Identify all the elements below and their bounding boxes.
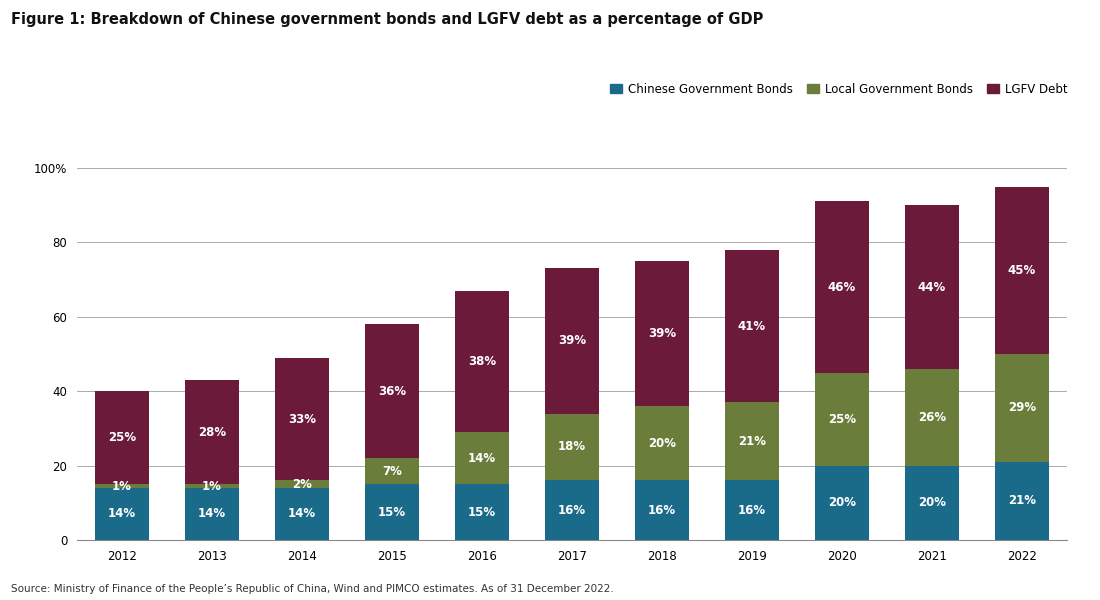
Text: 44%: 44% bbox=[917, 281, 946, 293]
Bar bbox=[815, 466, 869, 540]
Text: 20%: 20% bbox=[918, 496, 946, 509]
Text: 14%: 14% bbox=[198, 508, 227, 520]
Text: 20%: 20% bbox=[828, 496, 856, 509]
Text: 36%: 36% bbox=[378, 385, 406, 398]
Text: 14%: 14% bbox=[288, 508, 316, 520]
Bar bbox=[905, 205, 959, 369]
Text: 46%: 46% bbox=[828, 281, 856, 293]
Bar bbox=[725, 481, 779, 540]
Bar bbox=[275, 358, 329, 481]
Legend: Chinese Government Bonds, Local Government Bonds, LGFV Debt: Chinese Government Bonds, Local Governme… bbox=[606, 78, 1072, 100]
Bar bbox=[185, 484, 239, 488]
Text: 25%: 25% bbox=[108, 431, 136, 444]
Text: 15%: 15% bbox=[378, 506, 406, 518]
Text: Source: Ministry of Finance of the People’s Republic of China, Wind and PIMCO es: Source: Ministry of Finance of the Peopl… bbox=[11, 584, 614, 594]
Text: 28%: 28% bbox=[198, 425, 227, 439]
Text: 14%: 14% bbox=[108, 508, 136, 520]
Text: 33%: 33% bbox=[288, 413, 316, 425]
Text: 41%: 41% bbox=[738, 320, 766, 332]
Bar bbox=[725, 250, 779, 403]
Text: 1%: 1% bbox=[202, 479, 222, 493]
Bar bbox=[635, 261, 689, 406]
Bar bbox=[544, 268, 600, 413]
Text: 18%: 18% bbox=[558, 440, 586, 454]
Text: 26%: 26% bbox=[917, 411, 946, 424]
Bar bbox=[455, 484, 509, 540]
Text: 39%: 39% bbox=[648, 327, 676, 340]
Bar bbox=[815, 202, 869, 373]
Bar bbox=[365, 484, 419, 540]
Bar bbox=[905, 466, 959, 540]
Bar bbox=[95, 391, 148, 484]
Text: 38%: 38% bbox=[468, 355, 496, 368]
Bar bbox=[365, 324, 419, 458]
Text: 45%: 45% bbox=[1008, 264, 1036, 277]
Bar bbox=[996, 354, 1049, 462]
Bar bbox=[365, 458, 419, 484]
Bar bbox=[725, 403, 779, 481]
Bar bbox=[815, 373, 869, 466]
Bar bbox=[185, 380, 239, 484]
Bar bbox=[455, 291, 509, 432]
Bar bbox=[95, 484, 148, 488]
Text: Figure 1: Breakdown of Chinese government bonds and LGFV debt as a percentage of: Figure 1: Breakdown of Chinese governmen… bbox=[11, 12, 763, 27]
Bar bbox=[544, 481, 600, 540]
Bar bbox=[275, 488, 329, 540]
Text: 16%: 16% bbox=[558, 504, 586, 517]
Bar bbox=[905, 369, 959, 466]
Text: 25%: 25% bbox=[828, 413, 856, 425]
Bar bbox=[635, 406, 689, 481]
Text: 21%: 21% bbox=[1008, 494, 1036, 508]
Bar bbox=[185, 488, 239, 540]
Bar bbox=[275, 481, 329, 488]
Text: 20%: 20% bbox=[648, 437, 676, 450]
Text: 14%: 14% bbox=[468, 452, 496, 464]
Bar bbox=[996, 187, 1049, 354]
Bar bbox=[95, 488, 148, 540]
Text: 16%: 16% bbox=[738, 504, 766, 517]
Text: 39%: 39% bbox=[558, 334, 586, 347]
Bar bbox=[996, 462, 1049, 540]
Bar bbox=[455, 432, 509, 484]
Text: 29%: 29% bbox=[1008, 401, 1036, 415]
Text: 1%: 1% bbox=[112, 479, 132, 493]
Text: 7%: 7% bbox=[382, 464, 402, 478]
Text: 21%: 21% bbox=[738, 435, 766, 448]
Text: 16%: 16% bbox=[648, 504, 676, 517]
Bar bbox=[544, 413, 600, 481]
Text: 15%: 15% bbox=[468, 506, 496, 518]
Text: 2%: 2% bbox=[293, 478, 312, 491]
Bar bbox=[635, 481, 689, 540]
